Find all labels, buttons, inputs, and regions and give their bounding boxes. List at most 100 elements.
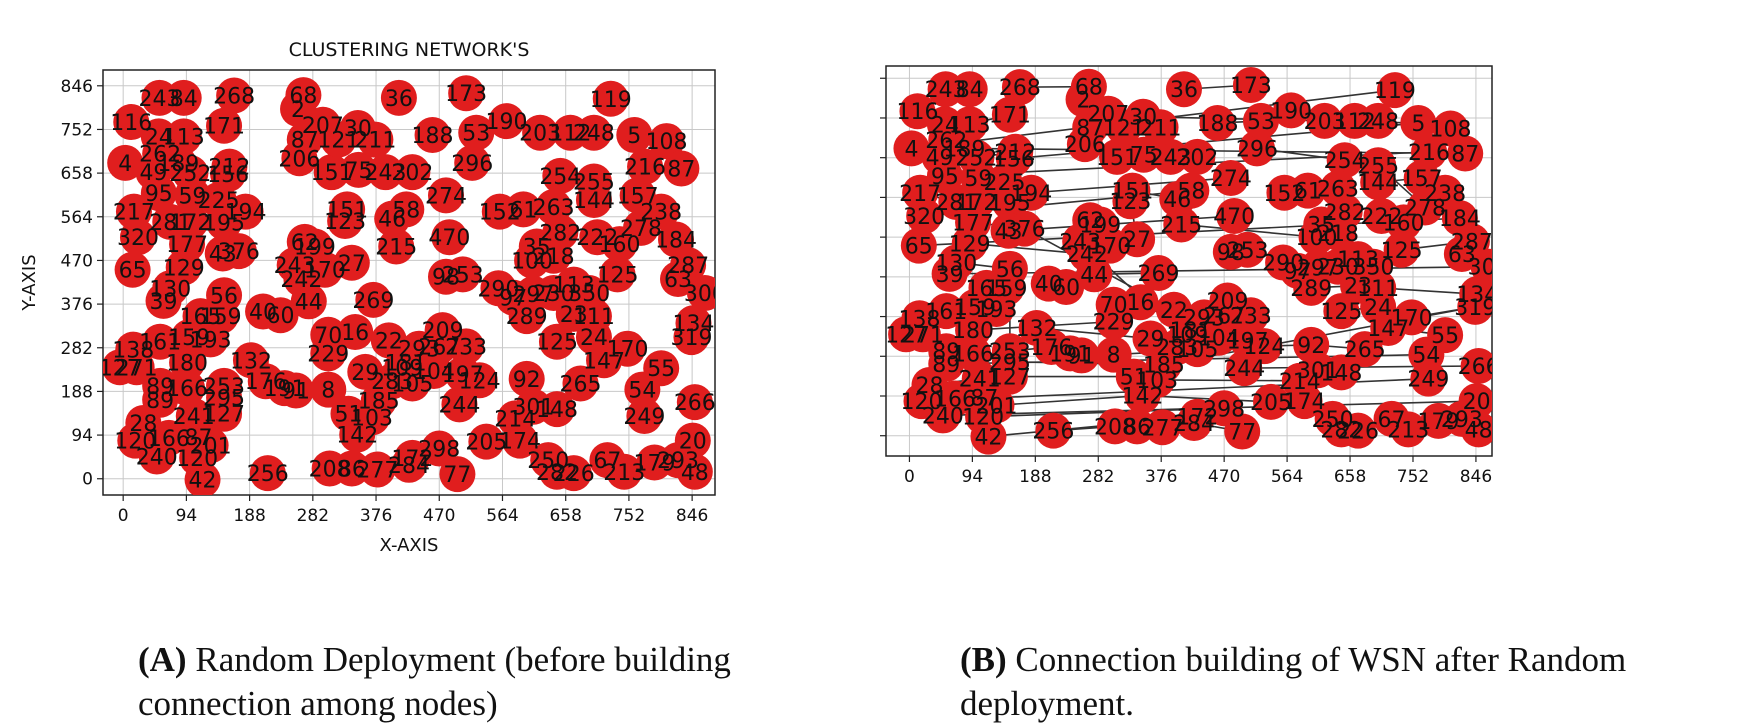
- node-marker: [1383, 231, 1420, 268]
- node-marker: [204, 235, 241, 272]
- node-label: 230: [1317, 256, 1359, 281]
- node-marker: [1152, 138, 1189, 175]
- node-label: 191: [1049, 342, 1091, 367]
- node-marker: [192, 321, 229, 358]
- node-label: 233: [445, 335, 487, 360]
- node-marker: [555, 455, 592, 492]
- node-marker: [970, 418, 1007, 455]
- node-label: 229: [1093, 311, 1135, 336]
- node-marker: [458, 114, 495, 151]
- node-marker: [616, 117, 653, 154]
- node-label: 206: [278, 147, 320, 172]
- node-label: 49: [139, 161, 167, 186]
- node-label: 293: [1441, 408, 1483, 433]
- node-label: 350: [1352, 256, 1394, 281]
- node-marker: [1001, 69, 1038, 106]
- node-label: 159: [986, 277, 1028, 302]
- node-label: 300: [1468, 256, 1510, 281]
- node-marker: [1273, 92, 1310, 129]
- node-label: 58: [392, 198, 420, 223]
- node-label: 77: [1228, 420, 1256, 445]
- node-label: 300: [684, 282, 726, 307]
- node-label: 8: [1107, 344, 1121, 369]
- node-marker: [1289, 172, 1326, 209]
- node-label: 243: [138, 87, 180, 112]
- node-marker: [1326, 142, 1363, 179]
- node-label: 112: [1334, 110, 1376, 135]
- node-label: 123: [1109, 190, 1151, 215]
- node-label: 293: [398, 338, 440, 363]
- node-label: 39: [150, 290, 178, 315]
- node-label: 218: [533, 245, 575, 270]
- node-marker: [1232, 67, 1269, 104]
- node-label: 170: [304, 259, 346, 284]
- node-label: 254: [1324, 149, 1366, 174]
- x-tick-label: 564: [1271, 467, 1303, 487]
- node-marker: [1173, 172, 1210, 209]
- node-label: 274: [1210, 167, 1252, 192]
- connection-edge: [1157, 379, 1300, 382]
- node-label: 172: [1176, 406, 1218, 431]
- x-tick-label: 752: [613, 506, 645, 526]
- node-marker: [1229, 231, 1266, 268]
- node-label: 42: [189, 469, 217, 494]
- y-tick-label: 658: [61, 164, 93, 184]
- node-label: 189: [943, 137, 985, 162]
- node-label: 211: [1140, 116, 1182, 141]
- node-marker: [165, 79, 202, 116]
- node-label: 156: [993, 148, 1035, 173]
- node-marker: [313, 154, 350, 191]
- node-label: 170: [1089, 235, 1131, 260]
- node-label: 215: [1160, 213, 1202, 238]
- node-label: 108: [646, 130, 688, 155]
- node-label: 2: [1077, 88, 1091, 113]
- node-marker: [1179, 138, 1216, 175]
- x-tick-label: 658: [549, 506, 581, 526]
- node-marker: [448, 328, 485, 365]
- node-marker: [663, 150, 700, 187]
- node-marker: [1242, 102, 1279, 139]
- node-label: 16: [1126, 291, 1154, 316]
- node-label: 87: [184, 426, 212, 451]
- node-label: 213: [1387, 418, 1429, 443]
- node-label: 180: [952, 319, 994, 344]
- node-label: 23: [1344, 275, 1372, 300]
- node-label: 252: [169, 162, 211, 187]
- node-label: 255: [573, 170, 615, 195]
- node-marker: [893, 130, 930, 167]
- node-label: 100: [1296, 226, 1338, 251]
- node-label: 130: [149, 277, 191, 302]
- node-label: 53: [462, 122, 490, 147]
- node-label: 28: [916, 374, 944, 399]
- node-label: 125: [1381, 239, 1423, 264]
- node-label: 68: [1075, 76, 1103, 101]
- node-marker: [357, 121, 394, 158]
- node-label: 216: [1408, 141, 1450, 166]
- x-tick-label: 94: [176, 506, 198, 526]
- node-marker: [1216, 198, 1253, 234]
- node-label: 121: [1103, 116, 1145, 141]
- node-label: 105: [391, 373, 433, 398]
- node-label: 148: [1320, 361, 1362, 386]
- node-label: 269: [1138, 262, 1180, 287]
- node-label: 100: [511, 249, 553, 274]
- node-marker: [184, 461, 221, 495]
- node-marker: [1319, 248, 1356, 285]
- node-label: 230: [533, 282, 575, 307]
- node-marker: [1105, 109, 1142, 146]
- node-label: 216: [624, 156, 666, 181]
- node-label: 190: [486, 110, 528, 135]
- x-tick-label: 188: [233, 506, 265, 526]
- node-label: 124: [459, 369, 501, 394]
- node-label: 184: [1439, 207, 1481, 232]
- node-label: 65: [905, 235, 933, 260]
- node-label: 203: [1304, 110, 1346, 135]
- node-label: 233: [1230, 304, 1272, 329]
- node-marker: [508, 360, 545, 397]
- node-label: 205: [465, 431, 507, 456]
- node-label: 249: [623, 405, 665, 430]
- node-marker: [627, 148, 664, 185]
- node-label: 151: [311, 161, 353, 186]
- node-marker: [538, 391, 575, 428]
- node-label: 22: [375, 329, 403, 354]
